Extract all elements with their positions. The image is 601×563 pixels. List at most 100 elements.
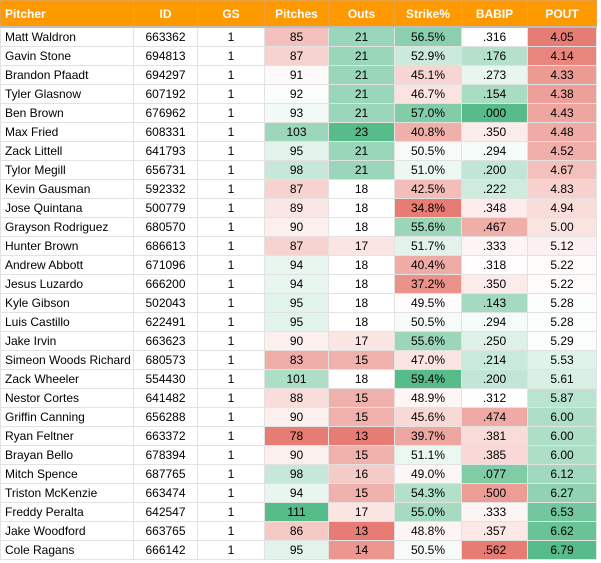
table-body: Matt Waldron 663362 1 85 21 56.5% .316 4.05 Gavi… xyxy=(0,26,597,560)
data-cell: 18 xyxy=(328,179,395,199)
data-cell: 59.4% xyxy=(394,369,462,389)
data-cell: 1 xyxy=(197,26,265,47)
data-cell: 666200 xyxy=(133,274,198,294)
data-cell: 1 xyxy=(197,521,265,541)
data-cell: 6.27 xyxy=(527,483,597,503)
column-header: Outs xyxy=(328,0,395,28)
data-cell: 4.33 xyxy=(527,65,597,85)
data-cell: 1 xyxy=(197,312,265,332)
data-cell: 641793 xyxy=(133,141,198,161)
data-cell: .316 xyxy=(461,26,528,47)
data-cell: 17 xyxy=(328,502,395,522)
column-header: GS xyxy=(197,0,265,28)
data-cell: .143 xyxy=(461,293,528,313)
pitcher-cell: Luis Castillo xyxy=(0,312,134,332)
data-cell: .562 xyxy=(461,540,528,560)
data-cell: 5.00 xyxy=(527,217,597,237)
table-row: Jake Irvin 663623 1 90 17 55.6% .250 5.29 xyxy=(0,331,597,351)
data-cell: 5.87 xyxy=(527,388,597,408)
table-row: Jose Quintana 500779 1 89 18 34.8% .348 4.94 xyxy=(0,198,597,218)
data-cell: 642547 xyxy=(133,502,198,522)
pitcher-cell: Kevin Gausman xyxy=(0,179,134,199)
data-cell: 87 xyxy=(264,236,329,256)
table-row: Gavin Stone 694813 1 87 21 52.9% .176 4.14 xyxy=(0,46,597,66)
data-cell: 87 xyxy=(264,46,329,66)
table-row: Triston McKenzie 663474 1 94 15 54.3% .500 6.27 xyxy=(0,483,597,503)
data-cell: 607192 xyxy=(133,84,198,104)
data-cell: 49.5% xyxy=(394,293,462,313)
data-cell: 663765 xyxy=(133,521,198,541)
data-cell: 1 xyxy=(197,160,265,180)
data-cell: 94 xyxy=(264,274,329,294)
data-cell: 18 xyxy=(328,255,395,275)
table-row: Max Fried 608331 1 103 23 40.8% .350 4.48 xyxy=(0,122,597,142)
data-cell: 1 xyxy=(197,540,265,560)
data-cell: 4.14 xyxy=(527,46,597,66)
data-cell: 103 xyxy=(264,122,329,142)
table-row: Ryan Feltner 663372 1 78 13 39.7% .381 6.00 xyxy=(0,426,597,446)
data-cell: 656288 xyxy=(133,407,198,427)
data-cell: 4.38 xyxy=(527,84,597,104)
data-cell: 1 xyxy=(197,141,265,161)
data-cell: 18 xyxy=(328,198,395,218)
data-cell: 92 xyxy=(264,84,329,104)
data-cell: 4.05 xyxy=(527,26,597,47)
column-header: POUT xyxy=(527,0,597,28)
data-cell: 6.00 xyxy=(527,407,597,427)
data-cell: 5.28 xyxy=(527,293,597,313)
data-cell: .333 xyxy=(461,236,528,256)
data-cell: 83 xyxy=(264,350,329,370)
data-cell: 95 xyxy=(264,141,329,161)
data-cell: 500779 xyxy=(133,198,198,218)
table-row: Zack Littell 641793 1 95 21 50.5% .294 4.52 xyxy=(0,141,597,161)
data-cell: 89 xyxy=(264,198,329,218)
data-cell: 95 xyxy=(264,540,329,560)
data-cell: .333 xyxy=(461,502,528,522)
data-cell: 98 xyxy=(264,160,329,180)
data-cell: 663623 xyxy=(133,331,198,351)
data-cell: 94 xyxy=(264,483,329,503)
data-cell: 5.29 xyxy=(527,331,597,351)
data-cell: 1 xyxy=(197,236,265,256)
data-cell: 90 xyxy=(264,331,329,351)
data-cell: 21 xyxy=(328,84,395,104)
table-row: Jake Woodford 663765 1 86 13 48.8% .357 6.62 xyxy=(0,521,597,541)
table-row: Ben Brown 676962 1 93 21 57.0% .000 4.43 xyxy=(0,103,597,123)
pitcher-cell: Zack Littell xyxy=(0,141,134,161)
data-cell: 85 xyxy=(264,26,329,47)
pitcher-cell: Andrew Abbott xyxy=(0,255,134,275)
table-row: Grayson Rodriguez 680570 1 90 18 55.6% .467 5.0… xyxy=(0,217,597,237)
data-cell: 56.5% xyxy=(394,26,462,47)
data-cell: 1 xyxy=(197,388,265,408)
data-cell: 42.5% xyxy=(394,179,462,199)
header-row: Pitcher ID GS Pitches Outs Strike% BABIP POUT xyxy=(0,0,597,28)
data-cell: .357 xyxy=(461,521,528,541)
pitcher-cell: Max Fried xyxy=(0,122,134,142)
data-cell: .077 xyxy=(461,464,528,484)
data-cell: 1 xyxy=(197,179,265,199)
data-cell: 663474 xyxy=(133,483,198,503)
data-cell: 6.53 xyxy=(527,502,597,522)
data-cell: 91 xyxy=(264,65,329,85)
data-cell: 18 xyxy=(328,274,395,294)
data-cell: 90 xyxy=(264,407,329,427)
data-cell: .312 xyxy=(461,388,528,408)
data-cell: 15 xyxy=(328,445,395,465)
data-cell: 45.6% xyxy=(394,407,462,427)
data-cell: 694297 xyxy=(133,65,198,85)
data-cell: 46.7% xyxy=(394,84,462,104)
data-cell: 21 xyxy=(328,65,395,85)
data-cell: 48.9% xyxy=(394,388,462,408)
pitcher-cell: Jake Woodford xyxy=(0,521,134,541)
data-cell: 1 xyxy=(197,407,265,427)
data-cell: 4.83 xyxy=(527,179,597,199)
data-cell: .222 xyxy=(461,179,528,199)
data-cell: .273 xyxy=(461,65,528,85)
data-cell: 18 xyxy=(328,369,395,389)
pitcher-cell: Triston McKenzie xyxy=(0,483,134,503)
table-row: Brayan Bello 678394 1 90 15 51.1% .385 6.00 xyxy=(0,445,597,465)
data-cell: .500 xyxy=(461,483,528,503)
data-cell: 656731 xyxy=(133,160,198,180)
data-cell: 6.12 xyxy=(527,464,597,484)
data-cell: 87 xyxy=(264,179,329,199)
